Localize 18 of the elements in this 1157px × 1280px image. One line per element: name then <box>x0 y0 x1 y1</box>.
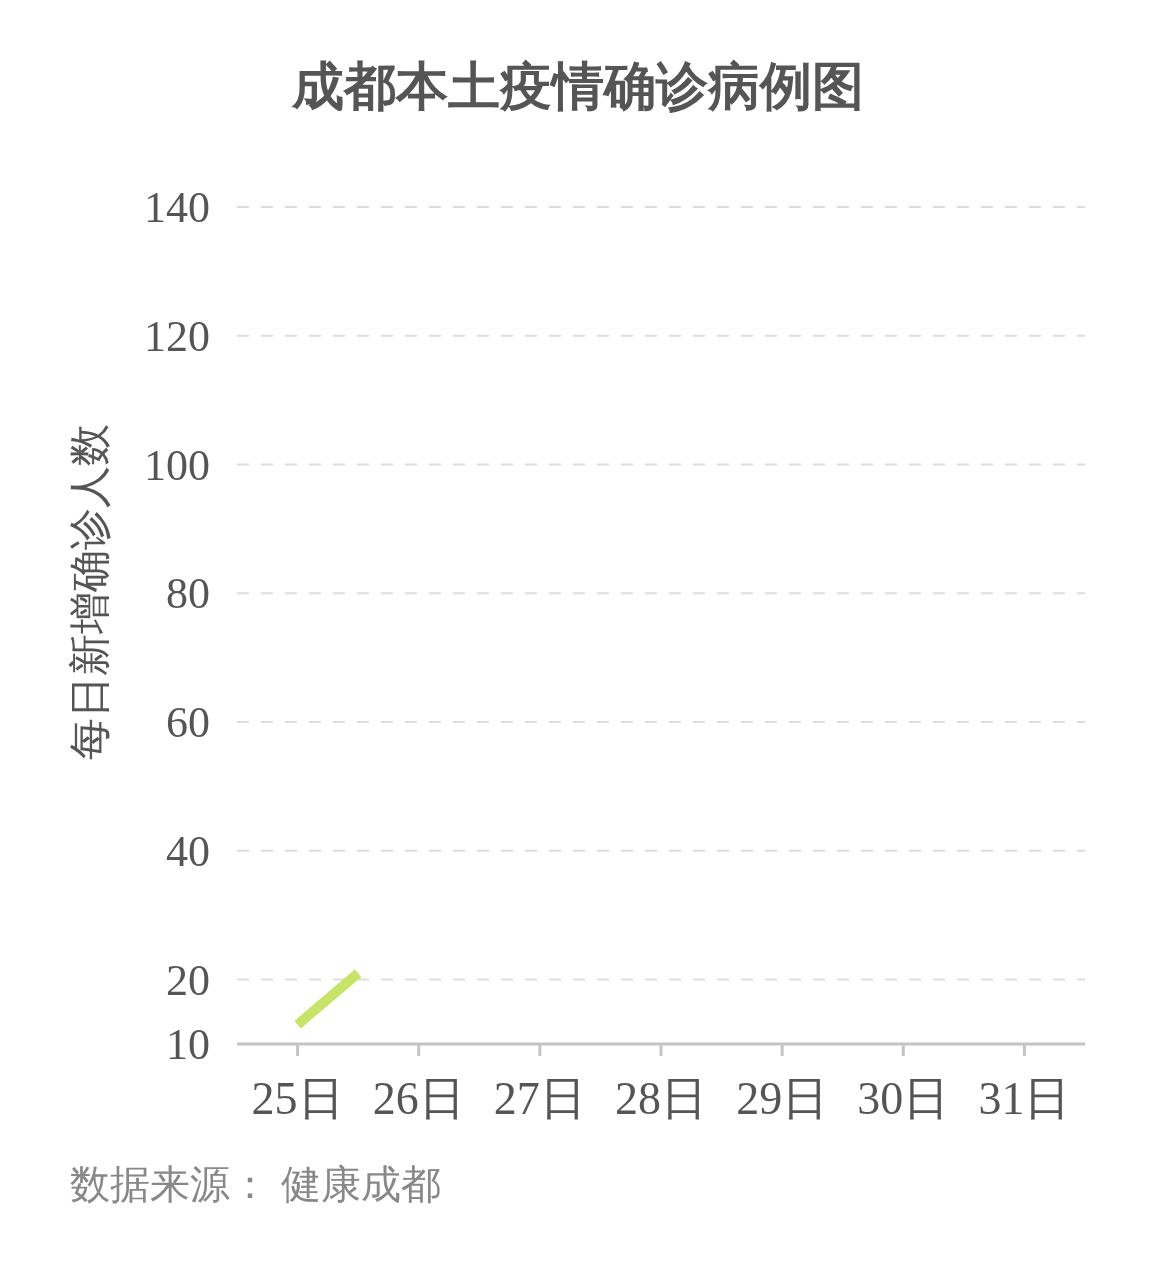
x-tick-label: 25日 <box>251 1073 344 1124</box>
x-tick-label: 29日 <box>736 1073 829 1124</box>
y-tick-label: 60 <box>166 698 210 748</box>
title: 成都本土疫情确诊病例图 <box>292 57 864 115</box>
x-tick-label: 31日 <box>978 1073 1071 1124</box>
y-tick-label: 80 <box>166 569 210 619</box>
x-tick-label: 30日 <box>857 1073 950 1124</box>
ylabel: 每日新增确诊人数 <box>66 424 113 760</box>
x-tick-label: 26日 <box>372 1073 465 1124</box>
y-tick-label: 20 <box>166 955 210 1005</box>
y-tick-label: 100 <box>144 440 210 490</box>
y-tick-label: 120 <box>144 311 210 361</box>
y-tick-label: 140 <box>144 183 210 232</box>
annotation: 数据来源： 健康成都 <box>70 1162 442 1206</box>
x-tick-label: 28日 <box>615 1073 707 1124</box>
x-tick-label: 27日 <box>493 1073 586 1124</box>
y-tick-label: 40 <box>166 826 210 876</box>
y-tick-label: 10 <box>166 1020 210 1069</box>
